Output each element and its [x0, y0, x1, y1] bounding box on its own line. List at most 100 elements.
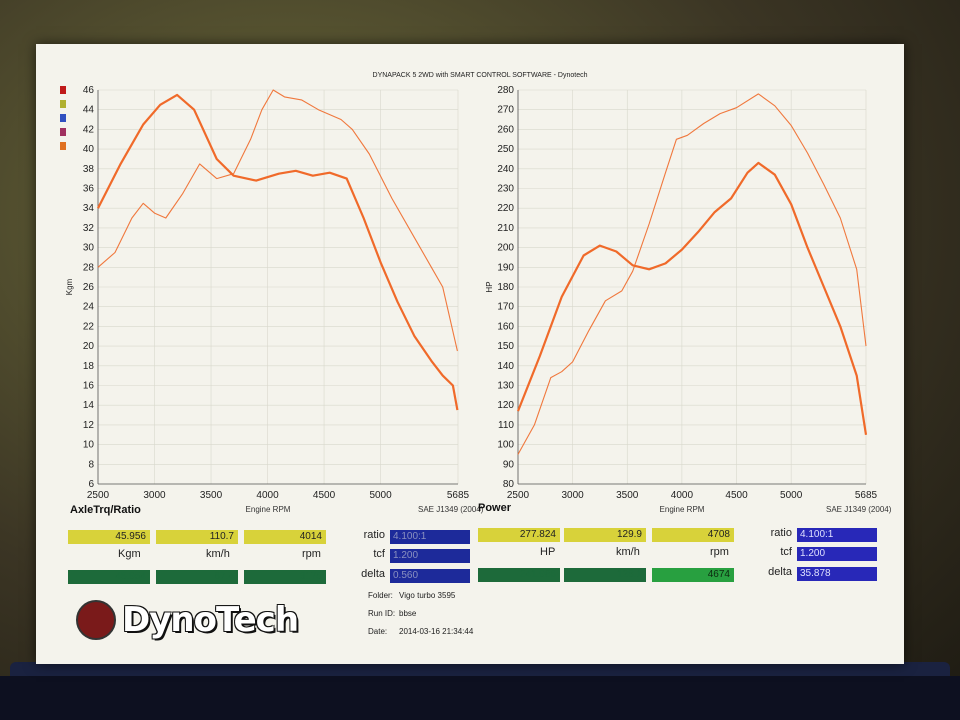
right-green-value-3: 4674	[652, 568, 734, 582]
right-delta-label: delta	[768, 566, 792, 578]
left-ytick-label: 32	[83, 223, 95, 234]
right-ylabel: HP	[485, 281, 494, 292]
left-ytick-label: 44	[83, 105, 95, 116]
left-xtick-label: 4000	[256, 490, 279, 501]
left-ytick-label: 38	[83, 164, 95, 175]
right-ratio-value: 4.100:1	[797, 528, 877, 542]
monitor-base	[0, 676, 960, 720]
left-xlabel: Engine RPM	[246, 505, 291, 514]
right-ytick-label: 240	[497, 164, 514, 175]
left-ytick-label: 12	[83, 420, 95, 431]
logo-text: DynoTech	[122, 600, 299, 640]
right-heading: Power	[478, 502, 512, 514]
left-xtick-label: 2500	[87, 490, 110, 501]
right-ytick-label: 180	[497, 282, 514, 293]
left-xtick-label: 3500	[200, 490, 223, 501]
legend-swatch	[60, 114, 66, 122]
left-ytick-label: 40	[83, 144, 95, 155]
left-ytick-label: 18	[83, 361, 95, 372]
right-ytick-label: 250	[497, 144, 514, 155]
right-ytick-label: 200	[497, 243, 514, 254]
right-xtick-label: 2500	[507, 490, 530, 501]
left-heading: AxleTrq/Ratio	[70, 504, 141, 516]
right-yellow-value-2: 129.9	[564, 528, 646, 542]
left-xtick-label: 3000	[143, 490, 166, 501]
left-ytick-label: 24	[83, 302, 95, 313]
right-tcf-label: tcf	[780, 546, 792, 558]
right-ratio-label: ratio	[770, 527, 792, 539]
left-ylabel: Kgm	[65, 278, 74, 295]
right-ytick-label: 80	[503, 479, 515, 490]
right-standard: SAE J1349 (2004)	[826, 505, 892, 514]
right-ytick-label: 90	[503, 459, 515, 470]
legend-swatch	[60, 142, 66, 150]
left-yellow-value-2: 110.7	[156, 530, 238, 544]
right-ytick-label: 150	[497, 341, 514, 352]
right-ytick-label: 140	[497, 361, 514, 372]
right-unit-1: HP	[540, 546, 556, 558]
logo-wheel-icon	[76, 600, 116, 640]
dynotech-logo: DynoTech	[76, 598, 352, 644]
legend-swatch	[60, 100, 66, 108]
left-xtick-label: 5000	[369, 490, 392, 501]
right-tcf-value: 1.200	[797, 547, 877, 561]
run-id-value: bbse	[399, 609, 417, 618]
folder-value: Vigo turbo 3595	[399, 591, 456, 600]
left-green-value-3: 3175	[244, 570, 326, 584]
date-label: Date:	[368, 627, 388, 636]
left-yellow-value-3: 4014	[244, 530, 326, 544]
right-ytick-label: 280	[497, 85, 514, 96]
right-ytick-label: 220	[497, 203, 514, 214]
left-ytick-label: 20	[83, 341, 95, 352]
left-unit-2: km/h	[206, 548, 230, 560]
left-ytick-label: 46	[83, 85, 95, 96]
right-ytick-label: 130	[497, 381, 514, 392]
right-ytick-label: 170	[497, 302, 514, 313]
right-yellow-value-1: 277.824	[478, 528, 560, 542]
folder-label: Folder:	[368, 591, 393, 600]
right-ytick-label: 120	[497, 400, 514, 411]
left-ytick-label: 8	[88, 459, 94, 470]
left-ytick-label: 42	[83, 124, 95, 135]
right-xtick-label: 3000	[562, 490, 585, 501]
left-ratio-value: 4.100:1	[390, 530, 470, 544]
right-xtick-label: 4500	[725, 490, 748, 501]
right-yellow-value-3: 4708	[652, 528, 734, 542]
left-ytick-label: 10	[83, 440, 95, 451]
left-ratio-label: ratio	[363, 529, 385, 541]
left-xtick-label: 4500	[313, 490, 336, 501]
monitor-bezel	[10, 662, 950, 680]
run-id-label: Run ID:	[368, 609, 396, 618]
right-ytick-label: 260	[497, 124, 514, 135]
right-xtick-label: 3500	[616, 490, 639, 501]
left-green-value-2: 87.4	[156, 570, 238, 584]
right-xtick-label: 5000	[780, 490, 803, 501]
right-series-1-line	[516, 161, 868, 435]
right-delta-value: 35.878	[797, 567, 877, 581]
date-value: 2014-03-16 21:34:44	[399, 627, 474, 636]
left-ytick-label: 26	[83, 282, 95, 293]
left-ytick-label: 6	[88, 479, 94, 490]
right-ytick-label: 110	[498, 420, 514, 431]
left-unit-1: Kgm	[118, 548, 141, 560]
left-ytick-label: 14	[83, 400, 95, 411]
right-xtick-label: 4000	[671, 490, 694, 501]
left-standard: SAE J1349 (2004)	[418, 505, 484, 514]
right-ytick-label: 190	[497, 262, 514, 273]
right-series-2-line	[517, 93, 867, 455]
left-yellow-value-1: 45.956	[68, 530, 150, 544]
legend-swatch	[60, 128, 66, 136]
left-ytick-label: 28	[83, 262, 95, 273]
left-ytick-label: 34	[83, 203, 95, 214]
right-ytick-label: 160	[497, 321, 514, 332]
dyno-printout	[36, 44, 904, 664]
left-ytick-label: 22	[83, 321, 95, 332]
left-tcf-value: 1.200	[390, 549, 470, 563]
right-ytick-label: 100	[497, 440, 514, 451]
right-unit-3: rpm	[710, 546, 729, 558]
right-xtick-label: 5685	[855, 490, 878, 501]
left-green-value-1: 45.954	[68, 570, 150, 584]
right-xlabel: Engine RPM	[660, 505, 705, 514]
legend-swatch	[60, 86, 66, 94]
